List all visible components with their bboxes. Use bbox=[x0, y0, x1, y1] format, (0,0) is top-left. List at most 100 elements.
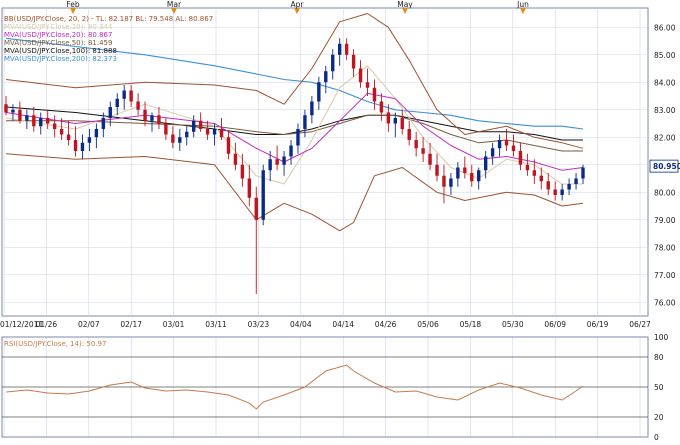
candle-body bbox=[518, 151, 523, 165]
candle-body bbox=[143, 109, 147, 121]
candle-body bbox=[317, 82, 321, 102]
candle-body bbox=[296, 129, 300, 146]
main-panel bbox=[1, 7, 649, 317]
date-tick-label: 05/06 bbox=[417, 320, 439, 329]
candle-body bbox=[435, 164, 439, 176]
legend-entry: MVA(USD/JPY.Close,50): 81.459 bbox=[4, 39, 112, 47]
date-tick-label: 03/23 bbox=[248, 320, 270, 329]
candle-body bbox=[428, 153, 432, 165]
candle-body bbox=[567, 184, 571, 190]
price-tick-label: 84.00 bbox=[654, 78, 676, 87]
candle-body bbox=[275, 159, 279, 165]
candle bbox=[393, 112, 398, 138]
candle bbox=[275, 145, 279, 171]
candle-body bbox=[546, 181, 550, 190]
price-tick-label: 82.00 bbox=[654, 133, 676, 142]
candle-body bbox=[282, 156, 286, 165]
candle-body bbox=[185, 131, 189, 138]
candle-body bbox=[157, 115, 161, 124]
price-tick-label: 86.00 bbox=[654, 23, 676, 32]
candle bbox=[317, 76, 321, 110]
candle-body bbox=[421, 148, 425, 154]
date-tick-label: 01/26 bbox=[36, 320, 58, 329]
candle bbox=[442, 164, 446, 204]
candle bbox=[143, 101, 147, 127]
candle-body bbox=[310, 101, 314, 116]
candle bbox=[115, 93, 119, 116]
candle bbox=[261, 164, 265, 226]
month-marker-icon bbox=[402, 8, 408, 14]
candle bbox=[66, 120, 71, 146]
candle-body bbox=[351, 54, 356, 69]
candle-body bbox=[574, 178, 578, 184]
candle bbox=[351, 49, 356, 77]
candle bbox=[310, 96, 314, 124]
candle bbox=[372, 79, 377, 110]
candle bbox=[553, 181, 557, 201]
month-marker-icon bbox=[294, 8, 300, 14]
candle-body bbox=[344, 43, 349, 55]
mva200-line bbox=[5, 37, 584, 130]
candle-body bbox=[101, 118, 106, 129]
legend: BB(USD/JPY.Close, 20, 2) - TL: 82.187 BL… bbox=[4, 15, 213, 63]
candle bbox=[337, 38, 342, 66]
candle bbox=[407, 120, 411, 146]
candle bbox=[497, 134, 502, 157]
candles bbox=[4, 38, 585, 294]
candle bbox=[164, 118, 168, 140]
month-marker-icon bbox=[520, 8, 526, 14]
candle bbox=[18, 101, 22, 124]
candle-body bbox=[490, 148, 495, 157]
candle-body bbox=[442, 175, 446, 187]
candle bbox=[303, 109, 307, 138]
candle bbox=[428, 142, 432, 171]
price-tick-label: 85.00 bbox=[654, 51, 676, 60]
rsi-tick-label: 100 bbox=[654, 333, 669, 342]
candle-body bbox=[372, 87, 377, 102]
mva10-line bbox=[5, 65, 583, 185]
candle-body bbox=[226, 137, 231, 154]
candle-body bbox=[400, 118, 404, 129]
legend-entry: BB(USD/JPY.Close, 20, 2) - TL: 82.187 BL… bbox=[4, 15, 213, 23]
candle bbox=[136, 93, 140, 116]
candle-body bbox=[539, 175, 543, 182]
candle-body bbox=[358, 68, 363, 83]
legend-entry: MVA(USD/JPY.Close,200): 82.373 bbox=[4, 55, 117, 63]
candle-body bbox=[80, 142, 85, 151]
indicator-lines bbox=[5, 13, 584, 232]
candle-body bbox=[261, 170, 265, 220]
date-tick-label: 06/27 bbox=[629, 320, 651, 329]
candle-body bbox=[25, 115, 29, 121]
candle bbox=[198, 112, 203, 132]
legend-entry: MVA(USD/JPY.Close,20): 80.867 bbox=[4, 31, 112, 39]
candle-body bbox=[386, 112, 391, 124]
date-tick-label: 05/18 bbox=[460, 320, 482, 329]
date-tick-label: 06/09 bbox=[544, 320, 566, 329]
candle-body bbox=[46, 118, 50, 124]
candle-body bbox=[254, 197, 258, 220]
candle bbox=[233, 142, 238, 171]
candle bbox=[421, 137, 425, 162]
candle-body bbox=[4, 104, 8, 113]
candle-body bbox=[393, 118, 398, 124]
date-tick-label: 03/11 bbox=[205, 320, 227, 329]
candle bbox=[504, 129, 509, 151]
candle bbox=[477, 167, 481, 190]
candle-body bbox=[289, 145, 293, 157]
candle-body bbox=[483, 156, 488, 171]
candle-body bbox=[205, 129, 210, 135]
candle bbox=[567, 178, 571, 195]
candle bbox=[344, 38, 349, 61]
rsi-tick-label: 50 bbox=[654, 383, 664, 392]
candle-body bbox=[477, 170, 481, 182]
candle-body bbox=[303, 115, 307, 129]
candle bbox=[73, 126, 78, 157]
month-label: Jun bbox=[516, 0, 529, 9]
candle bbox=[108, 101, 112, 127]
candle-body bbox=[581, 167, 585, 179]
mva50-line bbox=[6, 114, 583, 152]
price-tick-label: 77.00 bbox=[654, 271, 676, 280]
candle bbox=[365, 68, 370, 96]
candle-body bbox=[553, 189, 557, 195]
candle bbox=[226, 131, 231, 160]
